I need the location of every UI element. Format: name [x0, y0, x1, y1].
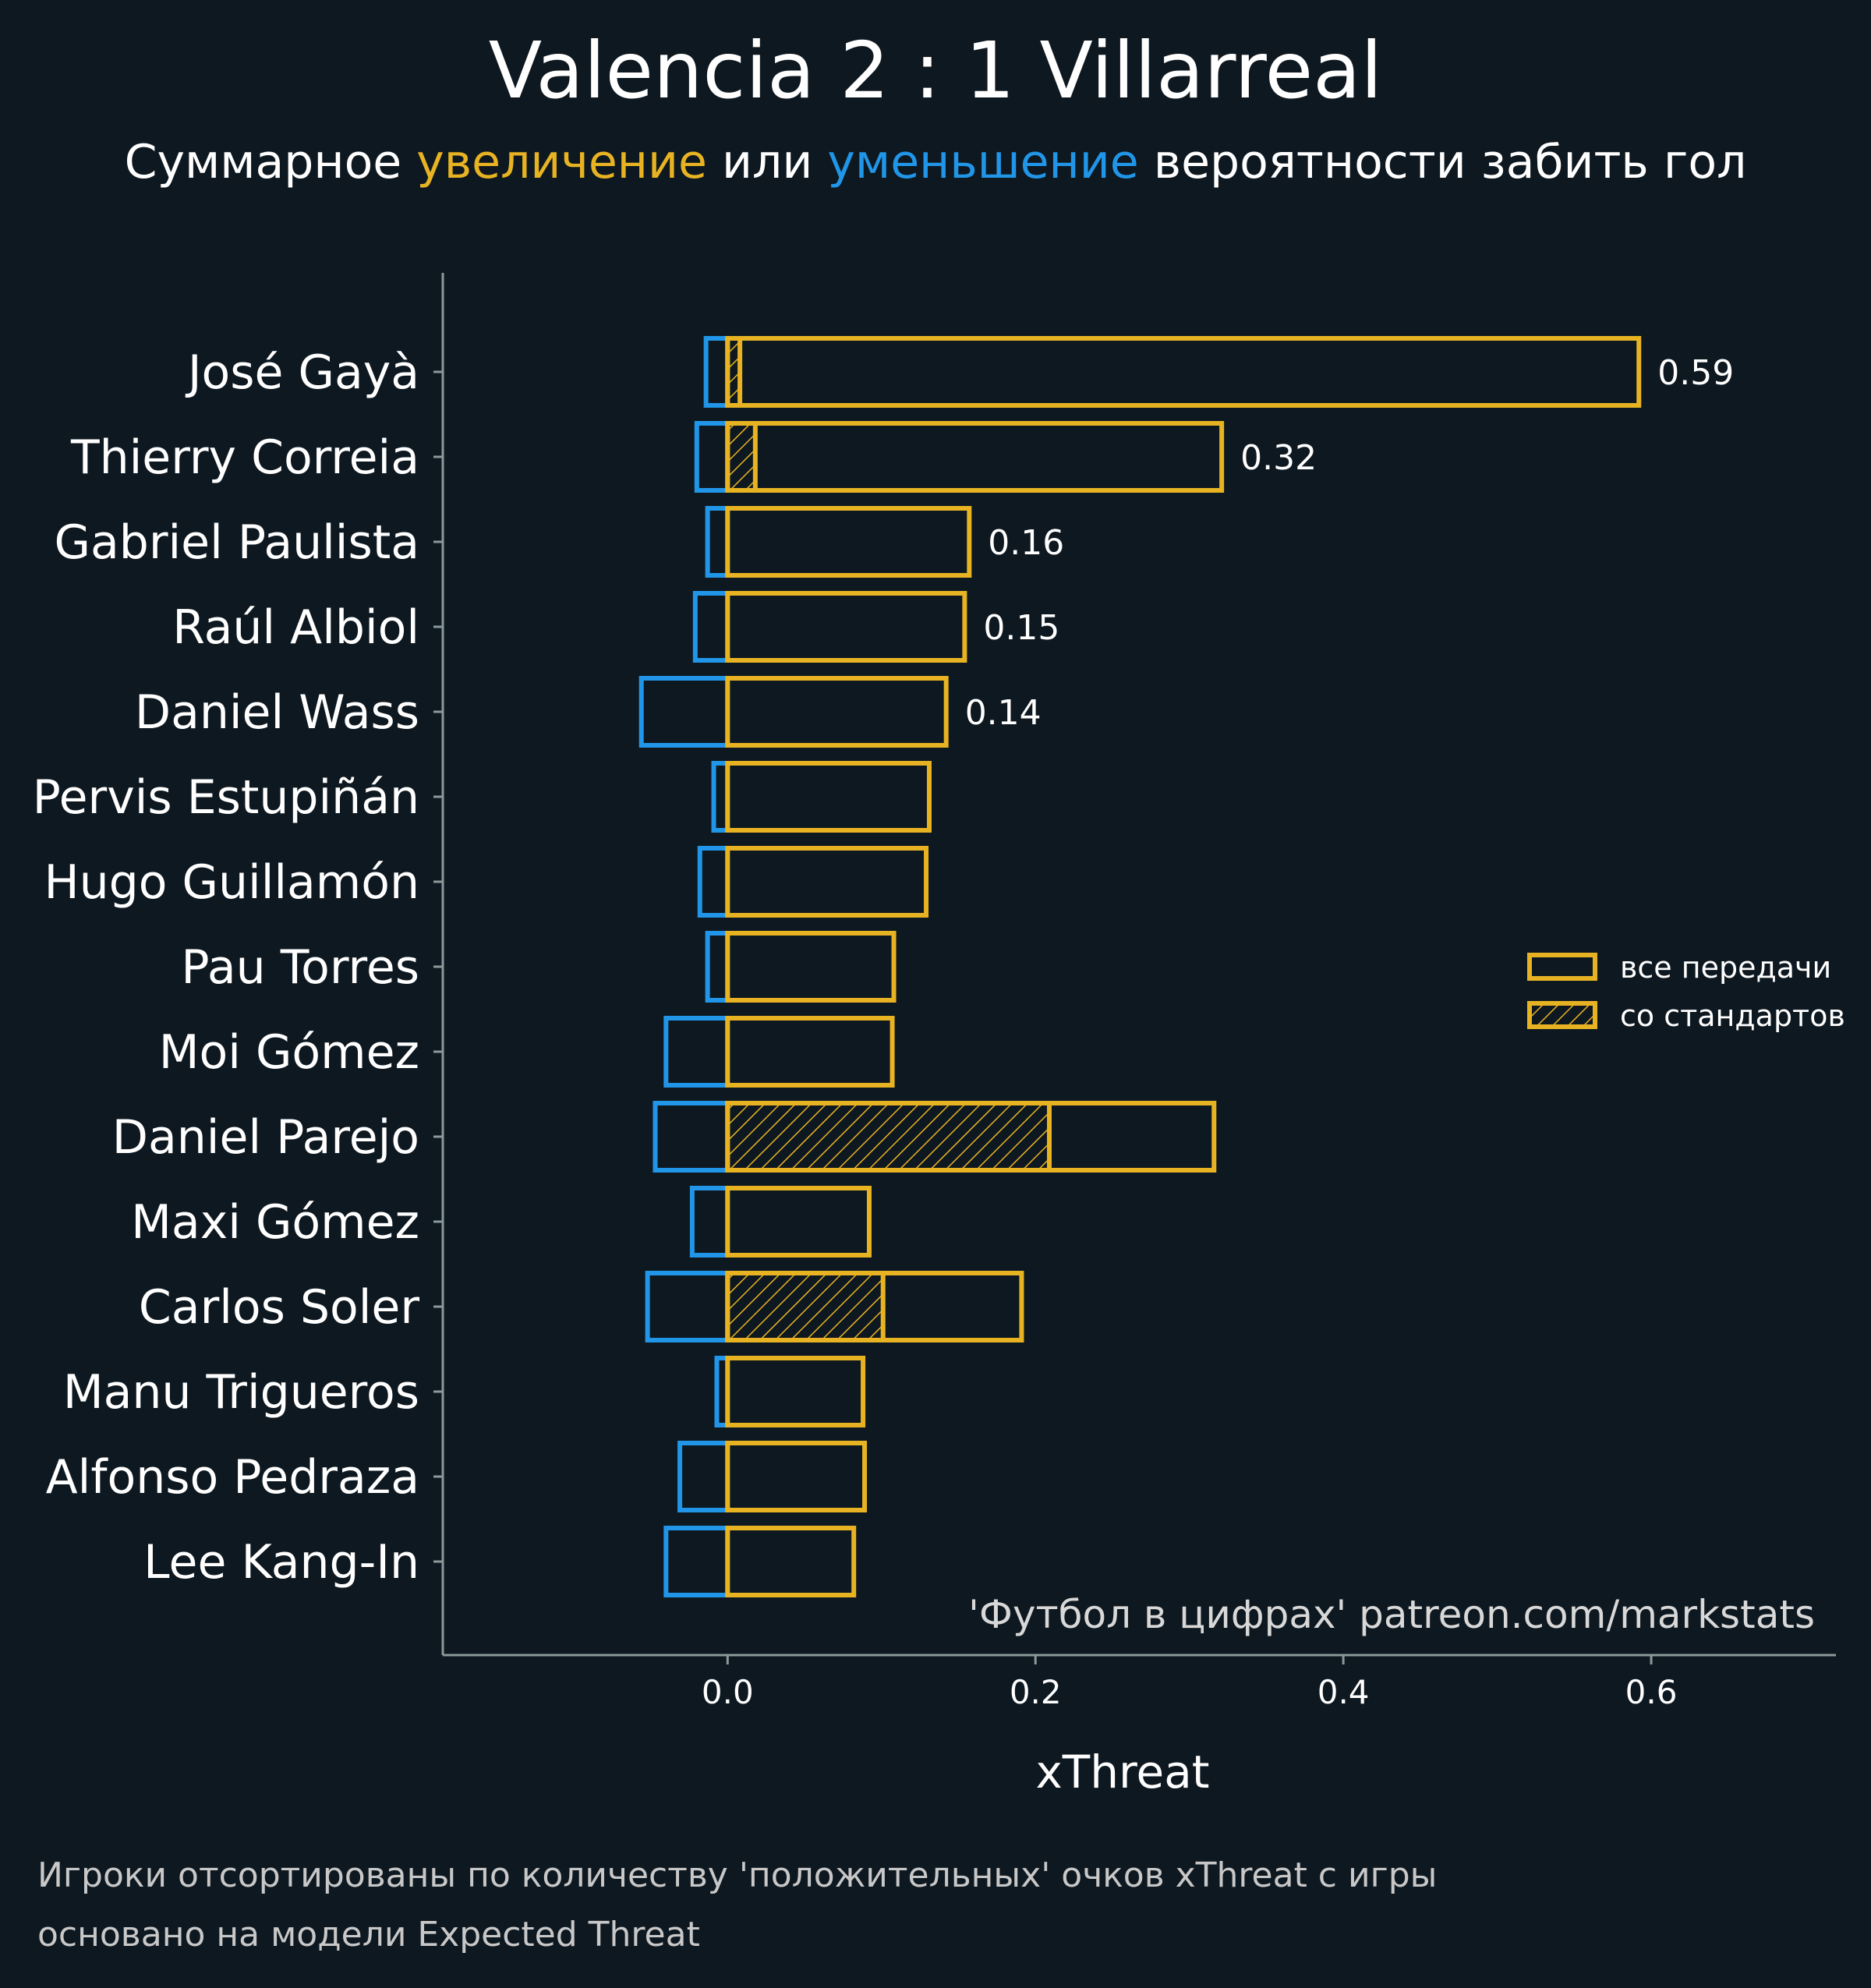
bar-value-label: 0.16 [988, 523, 1064, 563]
player-label: Alfonso Pedraza [46, 1450, 419, 1505]
credit-text: 'Футбол в цифрах' patreon.com/markstats [968, 1592, 1815, 1637]
player-label: Pervis Estupiñán [33, 770, 419, 825]
bar-all-passes [725, 1441, 868, 1512]
bar-value-label: 0.59 [1657, 353, 1734, 393]
player-label: Carlos Soler [139, 1280, 419, 1335]
bar-all-passes [725, 931, 897, 1003]
bar-all-passes [725, 1186, 872, 1258]
player-label: Manu Trigueros [63, 1365, 419, 1420]
bar-all-passes [725, 1356, 866, 1427]
bar-negative [645, 1271, 730, 1342]
bar-negative [638, 676, 730, 748]
bar-negative [705, 931, 730, 1003]
legend-label-set-pieces: со стандартов [1620, 999, 1845, 1033]
legend: все передачи со стандартов [1527, 950, 1845, 1033]
footnote-line-1: Игроки отсортированы по количеству 'поло… [37, 1855, 1437, 1895]
bar-value-label: 0.15 [983, 608, 1059, 648]
bar-all-passes [725, 1101, 1217, 1173]
player-label: Hugo Guillamón [44, 855, 420, 910]
x-tick-label: 0.0 [702, 1673, 754, 1711]
bar-set-pieces [725, 421, 758, 493]
bar-all-passes [725, 1016, 895, 1088]
chart-title: Valencia 2 : 1 Villarreal [489, 25, 1382, 116]
subtitle-part1: Суммарное [125, 135, 417, 189]
bar-all-passes [725, 336, 1642, 408]
chart-subtitle: Суммарное увеличение или уменьшение веро… [125, 135, 1747, 189]
player-label: Daniel Parejo [112, 1110, 419, 1165]
bar-all-passes [725, 1271, 1024, 1342]
bar-negative [663, 1016, 730, 1088]
bar-negative [663, 1526, 730, 1597]
player-label: Gabriel Paulista [54, 515, 419, 570]
subtitle-increase: увеличение [416, 135, 707, 189]
bar-all-passes [725, 676, 949, 748]
legend-swatch-set-pieces [1527, 1001, 1597, 1029]
player-label: Lee Kang-In [143, 1535, 419, 1590]
x-axis-label: xThreat [1035, 1746, 1209, 1799]
bar-set-pieces [725, 1271, 886, 1342]
player-label: Daniel Wass [135, 685, 419, 740]
bar-all-passes [725, 761, 932, 833]
bar-negative [703, 336, 730, 408]
player-label: Raúl Albiol [172, 600, 419, 655]
bar-all-passes [725, 1526, 857, 1597]
bar-negative [694, 421, 730, 493]
footnote-line-2: основано на модели Expected Threat [37, 1915, 700, 1954]
legend-label-all-passes: все передачи [1620, 950, 1831, 985]
legend-swatch-all-passes [1527, 953, 1597, 981]
bar-negative [705, 506, 730, 578]
bar-all-passes [725, 846, 929, 918]
bar-value-label: 0.32 [1240, 438, 1317, 478]
bar-all-passes [725, 506, 972, 578]
player-label: Maxi Gómez [131, 1195, 419, 1250]
player-label: José Gayà [185, 345, 419, 400]
subtitle-part3: вероятности забить гол [1139, 135, 1747, 189]
subtitle-decrease: уменьшение [827, 135, 1138, 189]
x-tick-label: 0.4 [1317, 1673, 1370, 1711]
subtitle-part2: или [707, 135, 827, 189]
x-tick-label: 0.6 [1625, 1673, 1678, 1711]
bar-all-passes [725, 421, 1225, 493]
player-label: Moi Gómez [159, 1025, 419, 1080]
bar-set-pieces [725, 1101, 1052, 1173]
plot-area: 0.0 0.2 0.4 0.6 José Gayà 0.59 Thierry Correia… [33, 273, 1836, 1711]
bar-all-passes [725, 591, 967, 663]
bar-negative [692, 591, 730, 663]
bar-negative [689, 1186, 730, 1258]
player-label: Thierry Correia [70, 430, 419, 485]
player-label: Pau Torres [181, 940, 419, 995]
x-tick-label: 0.2 [1010, 1673, 1062, 1711]
bar-negative [697, 846, 730, 918]
bar-negative [677, 1441, 730, 1512]
bar-negative [653, 1101, 730, 1173]
bar-value-label: 0.14 [965, 693, 1042, 733]
